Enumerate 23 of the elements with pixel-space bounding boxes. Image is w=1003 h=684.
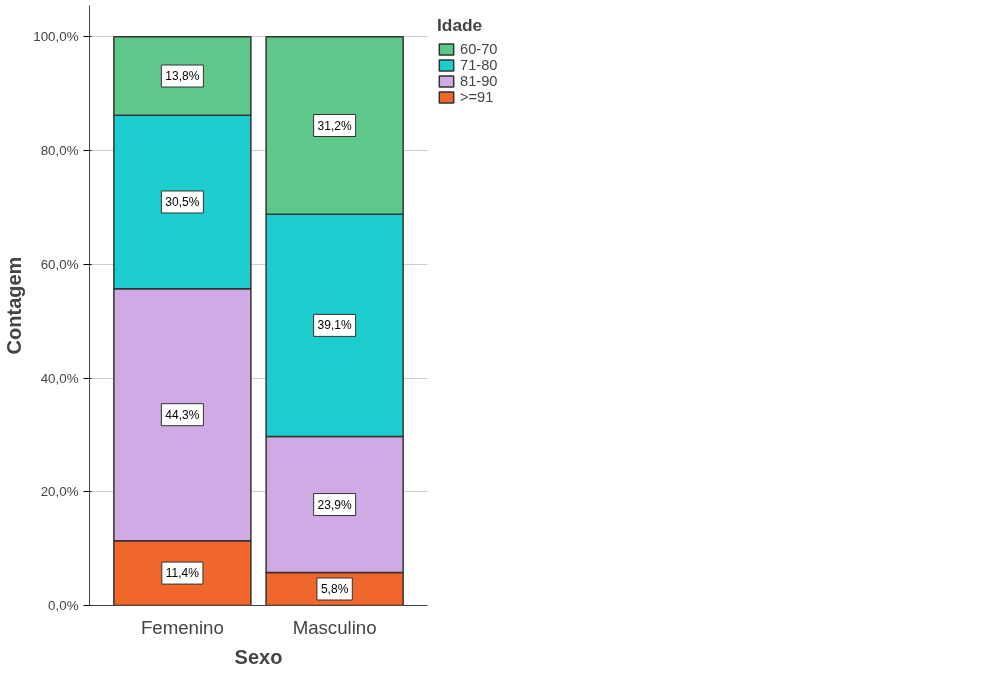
data-label: 44,3%: [165, 407, 200, 422]
y-tick-label: 0,0%: [48, 598, 79, 613]
y-tick-label: 80,0%: [40, 143, 79, 159]
data-label: 23,9%: [317, 497, 352, 512]
data-label: 39,1%: [317, 318, 352, 333]
legend-label: 81-90: [460, 73, 498, 89]
x-axis-title: Sexo: [234, 645, 283, 668]
data-label: 30,5%: [165, 194, 200, 209]
y-tick-label: 60,0%: [40, 256, 79, 272]
legend-title: Idade: [437, 15, 484, 36]
y-tick-label: 40,0%: [40, 370, 79, 386]
x-tick-label: Femenino: [140, 616, 224, 638]
legend-label: 60-70: [460, 41, 498, 57]
data-label: 13,8%: [165, 69, 200, 84]
y-tick-label: 100,0%: [33, 29, 79, 45]
legend-label: >=91: [460, 89, 494, 105]
legend-label: 71-80: [460, 57, 498, 73]
data-label: 11,4%: [165, 566, 200, 581]
x-tick-label: Masculino: [292, 616, 377, 638]
y-tick-label: 20,0%: [40, 484, 79, 500]
data-label: 31,2%: [317, 118, 352, 133]
y-axis-title: Contagem: [3, 256, 26, 355]
data-label: 5,8%: [320, 582, 349, 597]
